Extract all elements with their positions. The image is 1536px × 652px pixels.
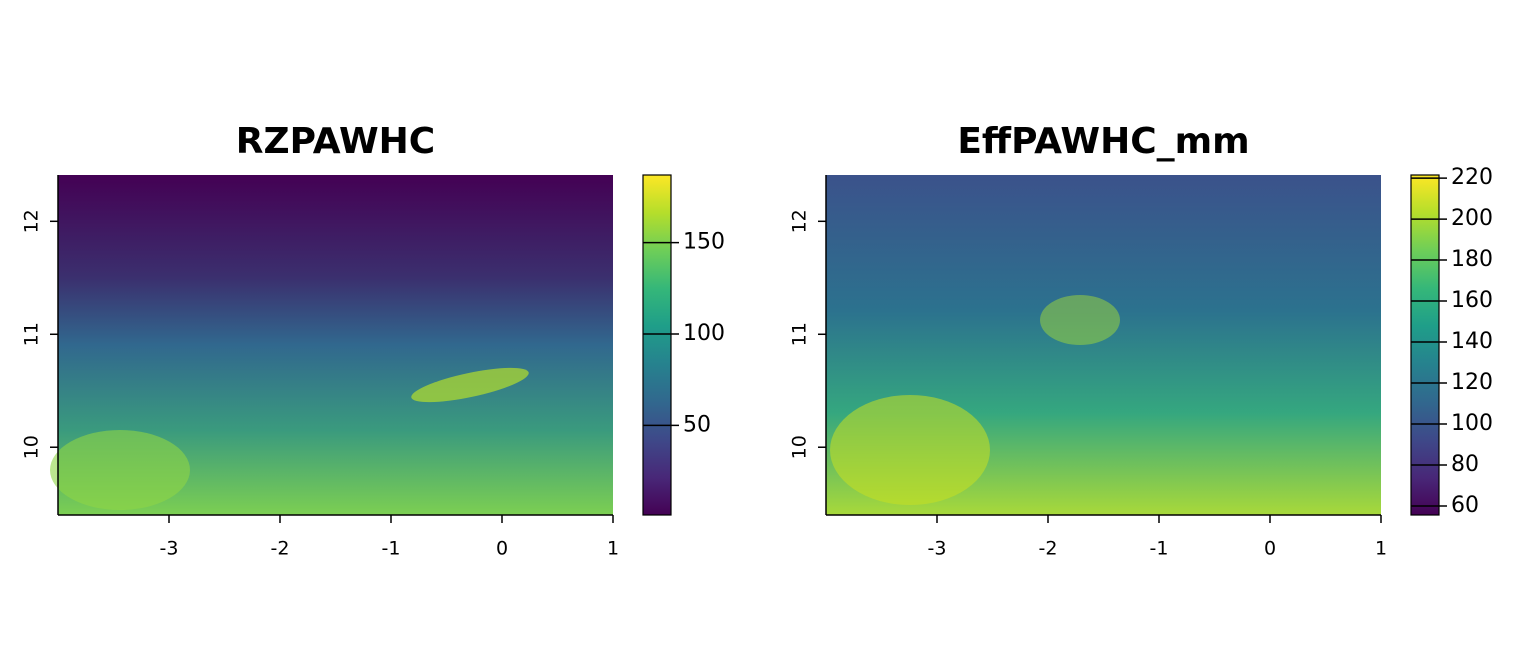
chart-title: RZPAWHC	[236, 121, 435, 162]
colorbar-tick-label: 150	[683, 230, 725, 255]
x-tick-label: -3	[160, 538, 179, 560]
colorbar-tick-label: 180	[1451, 247, 1493, 272]
x-tick-label: -2	[271, 538, 290, 560]
raster-feature	[411, 367, 529, 403]
y-tick-label: 11	[789, 322, 811, 346]
raster-feature	[830, 395, 990, 505]
colorbar-tick-label: 80	[1451, 452, 1479, 477]
x-tick-label: -1	[1150, 538, 1169, 560]
y-tick-label: 12	[789, 209, 811, 233]
colorbar	[1410, 174, 1440, 516]
y-tick-label: 12	[21, 209, 43, 233]
colorbar-tick-label: 60	[1451, 493, 1479, 518]
colorbar-tick-label: 140	[1451, 329, 1493, 354]
colorbar	[642, 174, 672, 516]
x-tick-label: -2	[1039, 538, 1058, 560]
x-tick-label: 0	[496, 538, 508, 560]
colorbar-tick-label: 220	[1451, 165, 1493, 190]
colorbar-tick-label: 200	[1451, 206, 1493, 231]
x-tick-label: -1	[382, 538, 401, 560]
raster-feature	[50, 430, 190, 510]
colorbar-tick-label: 160	[1451, 288, 1493, 313]
x-tick-label: 1	[1375, 538, 1387, 560]
raster-feature	[1040, 295, 1120, 345]
x-tick-label: 0	[1264, 538, 1276, 560]
x-tick-label: 1	[607, 538, 619, 560]
colorbar-tick-label: 100	[683, 321, 725, 346]
x-tick-label: -3	[928, 538, 947, 560]
y-tick-label: 11	[21, 322, 43, 346]
colorbar-tick-label: 50	[683, 412, 711, 437]
y-tick-label: 10	[21, 435, 43, 459]
y-tick-label: 10	[789, 435, 811, 459]
chart-title: EffPAWHC_mm	[957, 121, 1249, 162]
colorbar-tick-label: 120	[1451, 370, 1493, 395]
colorbar-tick-label: 100	[1451, 411, 1493, 436]
